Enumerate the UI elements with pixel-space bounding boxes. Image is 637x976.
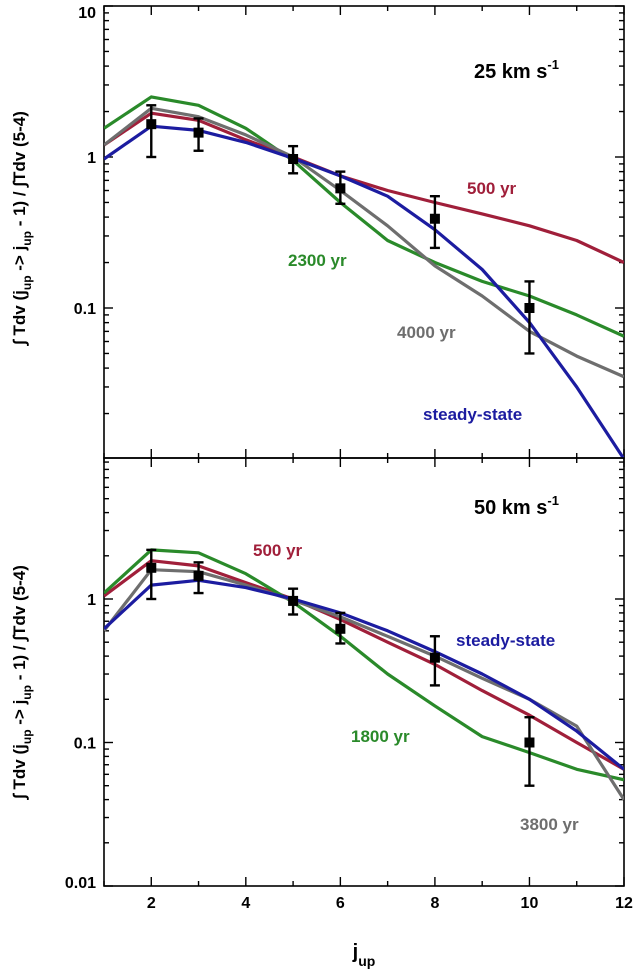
series-line-1800-yr	[104, 548, 624, 782]
data-point	[429, 635, 440, 687]
data-marker	[146, 562, 157, 573]
data-marker	[335, 623, 346, 634]
y-tick-label: 0.1	[74, 736, 96, 753]
data-marker	[193, 570, 204, 581]
data-point	[429, 195, 440, 250]
tick-labels: 2 4 6 8 10 12 0.01 0.1 1	[65, 592, 633, 912]
x-tick-label: 8	[430, 895, 439, 912]
series-line-steady-state	[104, 124, 624, 458]
x-axis-label: jup	[352, 941, 376, 969]
data-marker	[524, 303, 535, 313]
data-marker	[335, 183, 346, 194]
observations	[146, 104, 535, 355]
series-line-steady-state	[104, 578, 624, 771]
series-label-500yr: 500 yr	[467, 179, 517, 198]
data-point	[193, 117, 204, 152]
data-point	[524, 280, 535, 355]
data-point	[288, 144, 299, 175]
series-lines	[104, 548, 624, 801]
data-marker	[288, 153, 299, 164]
series-line-500-yr	[104, 111, 624, 264]
y-axis-label-top: ∫ Tdv (jup -> jup - 1) / ∫Tdv (5-4)	[10, 111, 34, 347]
y-tick-label: 1	[87, 150, 96, 167]
tick-marks	[103, 5, 625, 458]
observations	[146, 548, 535, 787]
plot-frame-bottom	[103, 457, 625, 887]
data-marker	[524, 737, 535, 748]
velocity-annotation: 50 km s-1	[474, 493, 559, 519]
data-marker	[429, 652, 440, 663]
x-tick-label: 12	[615, 895, 633, 912]
data-point	[335, 170, 346, 205]
y-tick-label: 0.1	[74, 301, 96, 318]
data-point	[146, 104, 157, 159]
tick-marks	[103, 458, 625, 887]
x-tick-label: 2	[147, 895, 156, 912]
data-point	[288, 587, 299, 616]
tick-labels: 0.1 1 10	[74, 5, 96, 318]
series-line-3800-yr	[104, 568, 624, 801]
velocity-annotation: 25 km s-1	[474, 57, 559, 83]
data-marker	[429, 213, 440, 224]
series-line-500-yr	[104, 559, 624, 771]
series-label-steady-state: steady-state	[456, 631, 555, 650]
series-lines	[104, 95, 624, 458]
x-tick-label: 6	[336, 895, 345, 912]
series-label-steady-state: steady-state	[423, 405, 522, 424]
series-line-4000-yr	[104, 106, 624, 379]
series-label-500yr: 500 yr	[253, 541, 303, 560]
data-marker	[146, 119, 157, 130]
y-axis-label-bottom: ∫ Tdv (jup -> jup - 1) / ∫Tdv (5-4)	[10, 565, 34, 801]
data-point	[193, 561, 204, 595]
data-point	[146, 548, 157, 601]
data-marker	[288, 595, 299, 606]
y-tick-label: 10	[78, 5, 96, 22]
panel-bottom: 2 4 6 8 10 12 0.01 0.1 1 50 km s-1 500 yr steady…	[10, 457, 633, 969]
series-label-1800yr: 1800 yr	[351, 727, 410, 746]
series-label-4000yr: 4000 yr	[397, 323, 456, 342]
y-tick-label: 1	[87, 592, 96, 609]
x-tick-label: 10	[521, 895, 539, 912]
data-point	[524, 716, 535, 787]
x-tick-label: 4	[241, 895, 250, 912]
y-tick-label: 0.01	[65, 875, 96, 892]
series-label-3800yr: 3800 yr	[520, 815, 579, 834]
data-point	[335, 611, 346, 645]
series-line-2300-yr	[104, 95, 624, 338]
series-label-2300yr: 2300 yr	[288, 251, 347, 270]
data-marker	[193, 127, 204, 138]
